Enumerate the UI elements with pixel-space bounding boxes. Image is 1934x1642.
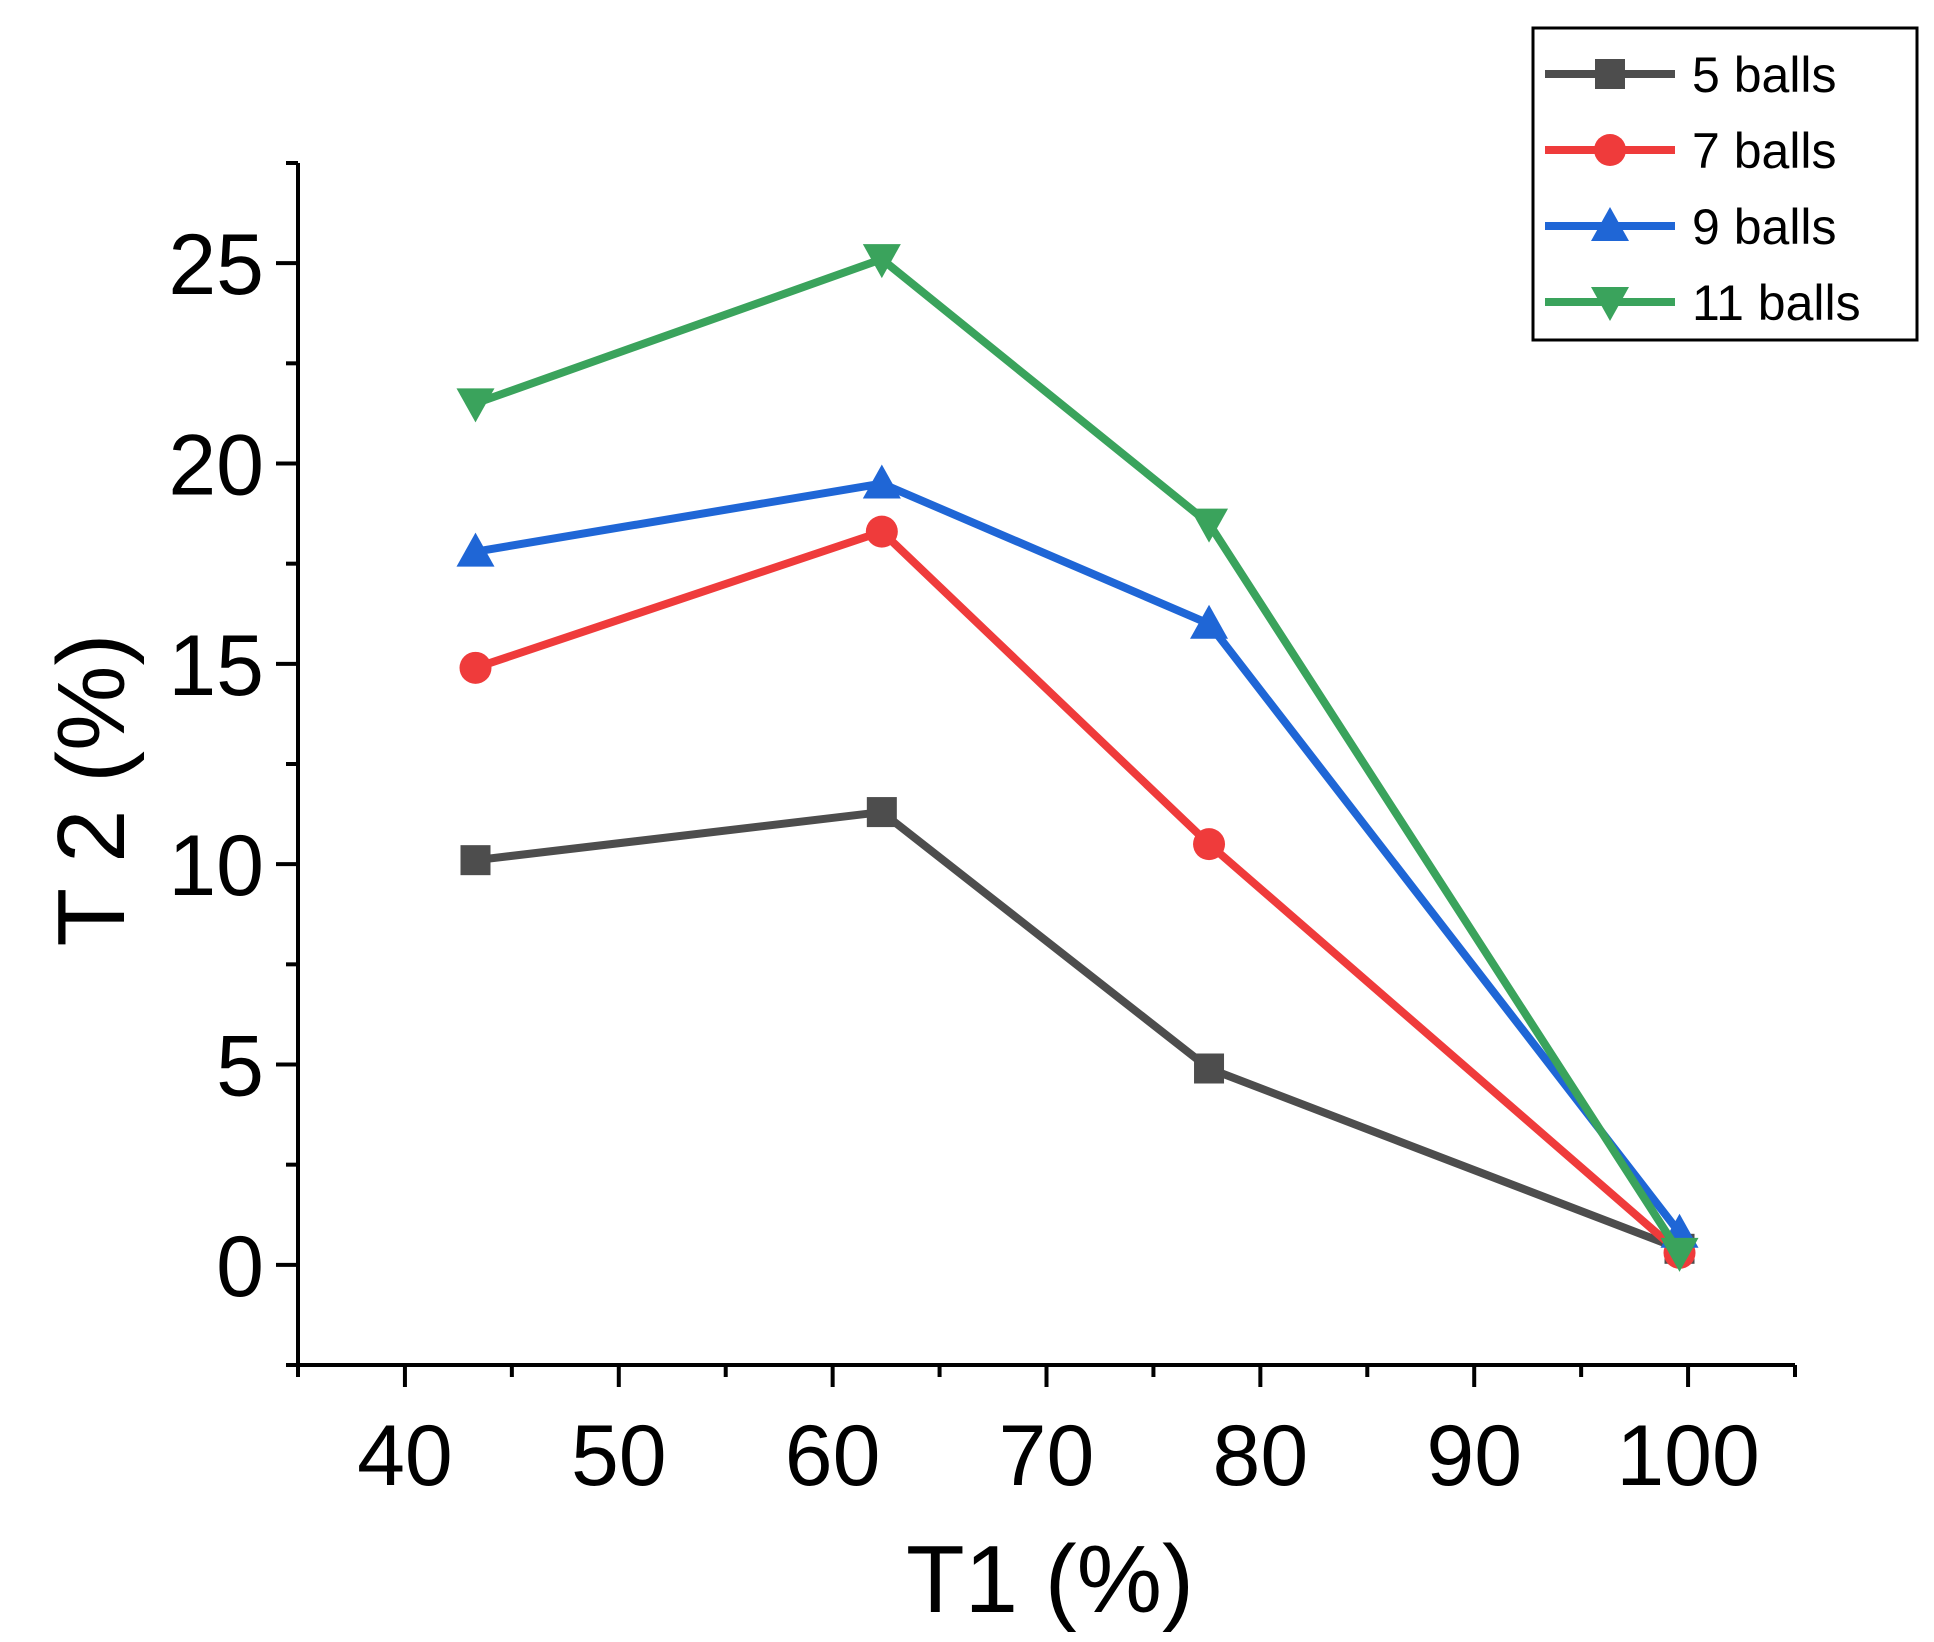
legend-item: 11 balls	[1545, 275, 1861, 331]
x-tick-label: 70	[999, 1408, 1095, 1504]
x-tick-label: 100	[1616, 1408, 1760, 1504]
series-line	[474, 255, 1683, 1255]
data-point	[1660, 1237, 1699, 1272]
legend: 5 balls 7 balls 9 balls 11 balls	[1531, 26, 1919, 342]
legend-item: 5 balls	[1545, 47, 1837, 103]
data-point	[1190, 604, 1229, 639]
legend-label: 9 balls	[1692, 199, 1837, 255]
axes: 40 50 60 70 80 90 100 0 5 10 15 20 25	[168, 161, 1797, 1504]
x-tick-label: 40	[357, 1408, 453, 1504]
series-line	[474, 527, 1683, 1256]
legend-marker	[1595, 59, 1625, 89]
y-tick-label: 25	[168, 217, 264, 313]
x-tick-label: 50	[571, 1408, 667, 1504]
data-point	[866, 797, 897, 828]
data-point	[456, 388, 495, 423]
data-point	[459, 651, 492, 684]
y-tick-label: 0	[216, 1219, 264, 1315]
series-1	[459, 515, 1696, 1269]
legend-label: 5 balls	[1692, 47, 1837, 103]
legend-item: 7 balls	[1545, 123, 1837, 179]
legend-label: 7 balls	[1692, 123, 1837, 179]
y-tick-label: 5	[216, 1019, 264, 1115]
legend-item: 9 balls	[1545, 199, 1837, 255]
series-layer	[456, 244, 1699, 1272]
x-tick-label: 90	[1426, 1408, 1522, 1504]
legend-marker	[1591, 287, 1629, 321]
data-point	[862, 464, 901, 499]
legend-marker	[1594, 134, 1626, 166]
legend-label: 11 balls	[1692, 275, 1861, 331]
data-point	[865, 515, 898, 548]
data-point	[862, 244, 901, 279]
y-tick-label: 15	[168, 618, 264, 714]
legend-marker	[1591, 207, 1629, 241]
x-axis-title: T1 (%)	[906, 1526, 1194, 1633]
x-tick-label: 60	[785, 1408, 881, 1504]
y-axis-title: T 2 (%)	[38, 634, 145, 947]
data-point	[1190, 508, 1229, 543]
series-line	[475, 808, 1681, 1253]
data-point	[460, 845, 491, 876]
series-0	[460, 797, 1695, 1264]
y-tick-label: 20	[168, 418, 264, 514]
y-tick-label: 10	[168, 818, 264, 914]
series-line	[474, 479, 1683, 1236]
data-point	[456, 532, 495, 567]
series-2	[456, 464, 1699, 1248]
data-point	[1194, 1053, 1225, 1084]
data-point	[1193, 828, 1226, 861]
series-3	[456, 244, 1699, 1272]
x-tick-label: 80	[1213, 1408, 1309, 1504]
